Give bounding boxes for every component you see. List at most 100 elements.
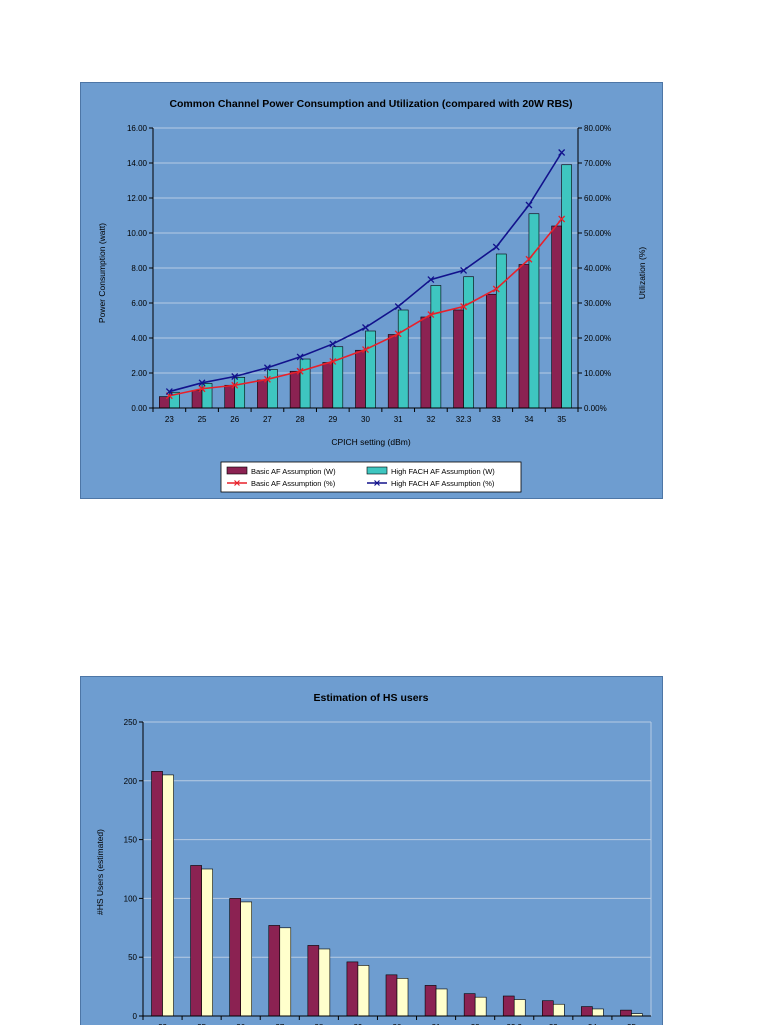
chart1-point-high-fach-pct [263,364,271,372]
chart1-legend-label: Basic AF Assumption (%) [251,479,336,488]
chart2-bar-basic [581,1006,593,1017]
chart1-point-high-fach-pct [165,388,173,396]
chart2-title: Estimation of HS users [314,692,429,704]
chart1-point-basic-pct [362,346,369,354]
chart1-point-high-fach-pct [394,303,402,310]
chart1-y-tick-label: 2.00 [131,369,147,378]
chart1-bar-high-fach-w [561,164,572,409]
chart2-bar-basic [620,1009,632,1017]
chart1-bar-high-fach-w [234,377,246,409]
chart1-bar-high-fach-w [299,358,311,409]
chart1-y-tick-label: 16.00 [127,124,148,133]
chart1-bar-high-fach-w [332,346,344,409]
chart1-y2-tick-label: 50.00% [584,229,611,238]
chart2-y-tick-label: 0 [133,1012,138,1021]
chart1-title: Common Channel Power Consumption and Uti… [169,98,572,110]
chart1-bar-basic-w [159,396,170,409]
chart2-bar-basic [424,985,437,1017]
chart2-bar-high-fach [592,1008,604,1017]
chart1-point-high-fach-pct [460,266,468,274]
chart2-bar-high-fach [318,948,331,1017]
chart2-bar-basic [385,974,398,1017]
chart2-bar-high-fach [396,978,409,1017]
chart1-bar-basic-w [191,390,203,409]
chart1-y-tick-label: 10.00 [127,229,148,238]
chart2-bar-high-fach [279,927,292,1017]
chart2-bar-basic [542,1000,554,1017]
chart1-x-tick-label: 31 [394,415,403,424]
chart1-y-tick-label: 4.00 [131,334,147,343]
chart1-point-high-fach-pct [558,149,566,156]
chart2-bar-high-fach [357,965,370,1017]
chart1-y2-tick-label: 0.00% [584,404,607,413]
chart1-legend-label: High FACH AF Assumption (W) [391,467,495,476]
chart1-point-basic-pct [296,367,304,375]
chart1-point-basic-pct [329,357,337,365]
chart1-bar-high-fach-w [463,276,474,409]
chart1-x-axis-label: CPICH setting (dBm) [331,437,411,447]
chart1-x-tick-label: 25 [198,415,207,424]
chart1-bar-basic-w [322,362,334,409]
chart2-y-axis-label: #HS Users (estimated) [95,829,105,915]
chart1-point-high-fach-pct [198,379,206,387]
chart1-point-high-fach-pct [525,201,533,209]
chart1-y-tick-label: 8.00 [131,264,147,273]
chart1-point-high-fach-pct [231,373,239,380]
chart1-point-high-fach-pct [427,276,435,284]
chart2-bar-basic [502,995,515,1017]
chart1-bar-basic-w [453,309,464,409]
chart1-legend-swatch [366,466,388,475]
chart1-point-high-fach-pct [362,324,369,331]
chart1-point-high-fach-pct [492,243,500,251]
chart2-bar-high-fach [162,774,174,1017]
chart1-bar-basic-w [551,225,562,409]
chart1-point-high-fach-pct [296,353,304,361]
chart1-bar-basic-w [257,379,268,409]
chart2-y-tick-label: 200 [124,777,138,786]
chart1-bar-high-fach-w [430,285,442,409]
chart2-bar-basic [307,945,320,1017]
chart1-y2-tick-label: 40.00% [584,264,611,273]
chart1-x-tick-label: 32 [426,415,435,424]
chart2-y-tick-label: 150 [124,836,138,845]
chart1-y-tick-label: 0.00 [131,404,147,413]
chart2-bar-basic [268,925,281,1017]
chart1-y-axis-label: Power Consumption (watt) [97,223,107,323]
chart1-y2-tick-label: 80.00% [584,124,611,133]
chart1-x-tick-label: 30 [361,415,370,424]
chart2-bar-high-fach [240,901,252,1017]
chart1-y2-tick-label: 10.00% [584,369,611,378]
chart1-bar-high-fach-w [365,330,376,409]
chart1-point-high-fach-pct [329,340,337,348]
chart1-legend: Basic AF Assumption (W) High FACH AF Assu… [220,461,522,493]
chart2-y-tick-label: 50 [128,953,137,962]
chart2-bar-basic [229,898,241,1017]
chart1-point-basic-pct [492,285,500,293]
chart1-x-tick-label: 26 [230,415,239,424]
chart1-x-tick-label: 35 [557,415,566,424]
chart1-bar-basic-w [224,384,236,409]
power-consumption-svg: Common Channel Power Consumption and Uti… [97,98,647,493]
chart1-y-tick-label: 6.00 [131,299,147,308]
chart1-y2-tick-label: 70.00% [584,159,611,168]
chart1-legend-marker [374,480,380,486]
chart1-x-tick-label: 27 [263,415,272,424]
chart2-y-tick-label: 100 [124,894,138,903]
chart2-bar-high-fach [513,999,526,1017]
chart1-point-basic-pct [198,385,206,393]
chart1-legend-swatch [226,466,248,475]
chart1-bar-high-fach-w [495,253,507,409]
chart1-y2-tick-label: 30.00% [584,299,611,308]
chart1-legend-label: Basic AF Assumption (W) [251,467,336,476]
chart2-bar-basic [190,865,202,1017]
chart1-point-basic-pct [394,330,402,338]
chart1-bar-high-fach-w [267,369,278,409]
chart1-y-tick-label: 12.00 [127,194,148,203]
chart2-bar-high-fach [435,988,448,1017]
chart1-point-basic-pct [558,215,566,223]
chart1-point-basic-pct [460,303,468,310]
chart1-y2-tick-label: 20.00% [584,334,611,343]
chart1-bar-basic-w [289,370,301,409]
chart1-legend-label: High FACH AF Assumption (%) [391,479,495,488]
chart2-bar-basic [151,771,163,1017]
